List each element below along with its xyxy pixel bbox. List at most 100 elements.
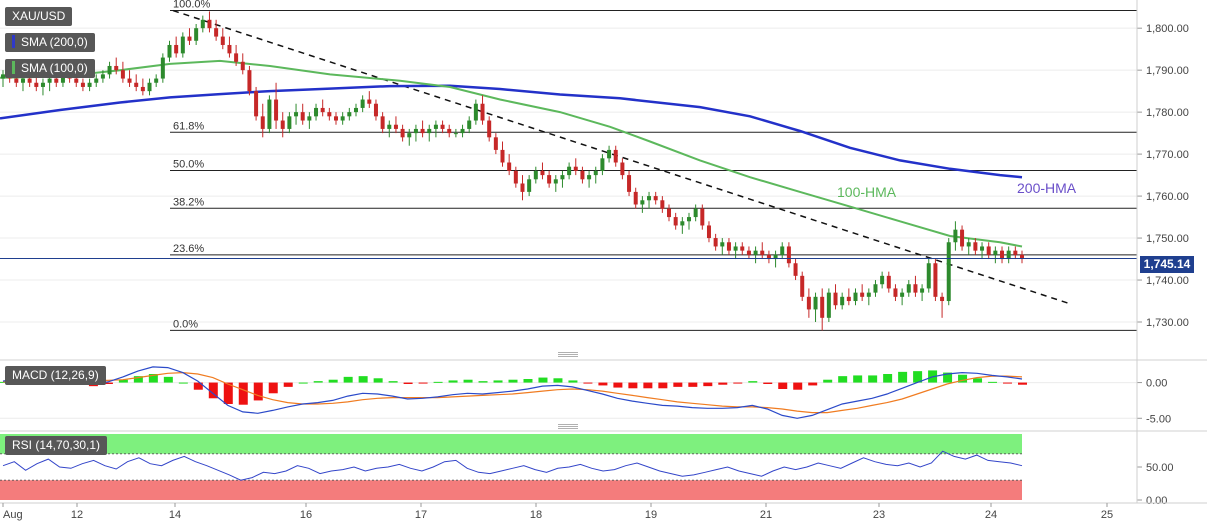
candle-body — [440, 124, 445, 129]
macd-histogram-bar — [823, 379, 833, 383]
macd-histogram-bar — [508, 379, 518, 383]
sma100-label[interactable]: SMA (100,0) — [5, 59, 95, 78]
macd-histogram-bar — [283, 382, 293, 387]
price-tick-label: 1,730.00 — [1146, 317, 1189, 329]
candle-body — [453, 133, 458, 135]
macd-histogram-bar — [403, 382, 413, 384]
instrument-label[interactable]: XAU/USD — [5, 7, 73, 26]
macd-histogram-bar — [208, 382, 218, 399]
candle-body — [780, 246, 785, 255]
time-tick-label: 23 — [873, 509, 885, 521]
candle-body — [800, 275, 805, 297]
macd-label[interactable]: MACD (12,26,9) — [5, 366, 106, 385]
candle-body — [853, 292, 858, 302]
candle-body — [946, 242, 951, 302]
macd-histogram-bar — [553, 378, 563, 383]
macd-histogram-bar — [898, 371, 908, 383]
candle-body — [347, 112, 352, 117]
candle-body — [973, 242, 978, 251]
candle-body — [753, 250, 758, 255]
candle-body — [493, 137, 498, 150]
candle-body — [380, 116, 385, 129]
candle-body — [1000, 250, 1005, 260]
macd-histogram-bar — [463, 379, 473, 383]
candlesticks — [1, 11, 1024, 331]
macd-histogram-bar — [103, 382, 113, 384]
candle-body — [706, 225, 711, 239]
candle-body — [826, 292, 831, 318]
candle-body — [114, 65, 119, 71]
macd-histogram-bar — [538, 377, 548, 383]
candle-body — [1013, 250, 1018, 255]
candle-body — [713, 238, 718, 247]
macd-histogram-bar — [673, 382, 683, 387]
candle-body — [513, 170, 518, 184]
candle-body — [127, 78, 132, 83]
candle-body — [913, 284, 918, 293]
candle-body — [274, 99, 279, 121]
candle-body — [40, 82, 45, 87]
time-tick-label: 19 — [645, 509, 657, 521]
macd-histogram-bar — [583, 382, 593, 384]
rsi-oversold-zone — [0, 480, 1022, 500]
rsi-panel-resize-handle[interactable] — [558, 424, 578, 429]
macd-histogram-bar — [328, 379, 338, 383]
candle-body — [547, 175, 552, 184]
candle-body — [567, 166, 572, 176]
candle-body — [140, 86, 145, 92]
macd-panel: 0.00 -5.00 — [0, 359, 1207, 425]
candle-body — [107, 65, 112, 75]
macd-tick-label: -5.00 — [1146, 413, 1171, 425]
macd-histogram-bar — [658, 382, 668, 389]
candle-body — [573, 166, 578, 171]
rsi-label[interactable]: RSI (14,70,30,1) — [5, 436, 108, 455]
macd-histogram-bar — [493, 380, 503, 383]
candle-body — [820, 296, 825, 318]
hma100-line — [0, 59, 1023, 248]
time-tick-label: 21 — [760, 509, 772, 521]
macd-histogram-bar — [268, 382, 278, 394]
macd-histogram-bar — [163, 376, 173, 383]
macd-histogram-bar — [388, 381, 398, 383]
candle-body — [227, 44, 232, 54]
macd-histogram-bar — [253, 382, 263, 401]
macd-tick-label: 0.00 — [1146, 378, 1167, 390]
candle-body — [1, 74, 5, 79]
rsi-grid — [0, 453, 1022, 481]
candle-body — [953, 229, 958, 243]
price-axis: 1,730.00 1,740.00 1,750.00 1,760.00 1,770.00… — [1137, 23, 1189, 329]
candle-body — [527, 179, 532, 192]
candle-body — [200, 19, 205, 29]
macd-histogram-bar — [733, 382, 743, 384]
candle-body — [933, 263, 938, 297]
candle-body — [686, 217, 691, 222]
candle-body — [1006, 250, 1011, 260]
candle-body — [507, 162, 512, 171]
rsi-panel: 50.00 0.00 — [0, 430, 1207, 507]
macd-histogram-bar — [448, 380, 458, 383]
price-tick-label: 1,750.00 — [1146, 233, 1189, 245]
macd-panel-resize-handle[interactable] — [558, 352, 578, 357]
candle-body — [413, 128, 418, 134]
rsi-line — [2, 450, 1023, 481]
hma100-annotation: 100-HMA — [837, 184, 897, 200]
macd-histogram-bar — [913, 371, 923, 383]
instrument-label-text: XAU/USD — [12, 9, 66, 23]
candle-body — [280, 120, 285, 129]
price-panel: 100.0% 61.8% 50.0% 38.2% 23.6% 0.0% 100-HMA 2… — [0, 0, 1189, 331]
macd-histogram-bar — [598, 382, 608, 386]
candle-body — [746, 250, 751, 255]
sma200-label[interactable]: SMA (200,0) — [5, 33, 95, 52]
candle-body — [980, 246, 985, 251]
candle-body — [840, 296, 845, 306]
candle-body — [633, 191, 638, 205]
candle-body — [873, 284, 878, 293]
candle-body — [74, 78, 79, 83]
candle-body — [720, 242, 725, 247]
candle-body — [353, 107, 358, 113]
candle-body — [893, 288, 898, 297]
macd-histogram-bar — [718, 382, 728, 385]
candle-body — [593, 170, 598, 176]
time-tick-label: 25 — [1101, 509, 1113, 521]
candle-body — [34, 82, 39, 87]
